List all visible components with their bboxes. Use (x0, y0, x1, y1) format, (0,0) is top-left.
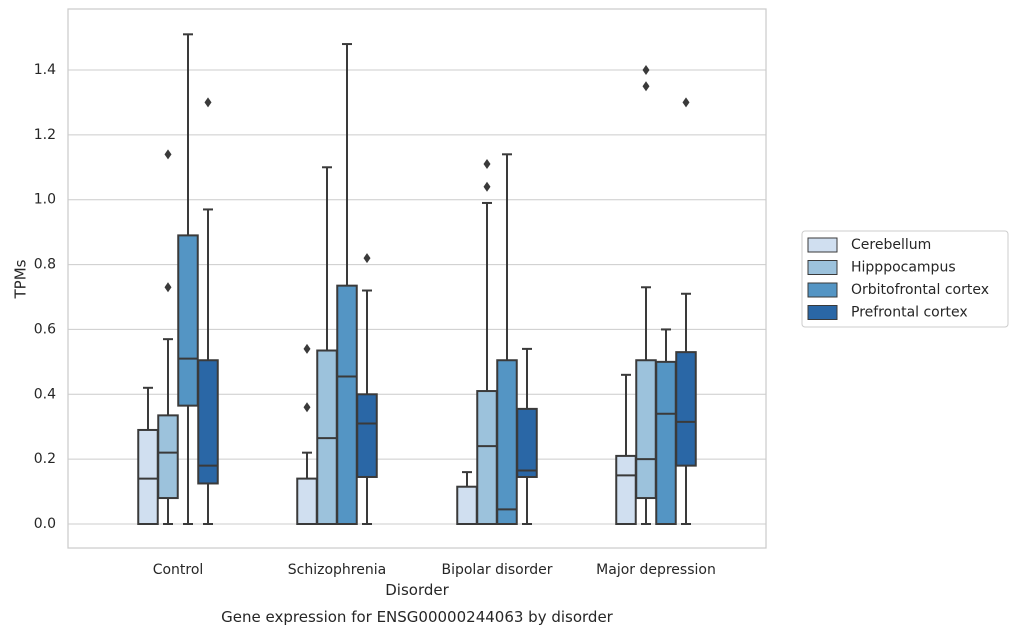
legend-label: Cerebellum (851, 237, 931, 253)
box (157, 149, 179, 525)
box-body (516, 407, 538, 478)
box (296, 343, 318, 526)
outlier-point (164, 282, 172, 293)
legend: Cerebellum Hipppocampus Orbitofrontal cort… (801, 230, 1009, 328)
x-axis-ticks: Control Schizophrenia Bipolar disorder Majo… (153, 562, 716, 578)
outlier-point (642, 81, 650, 92)
x-tick-label: Schizophrenia (288, 562, 386, 578)
series-1 (157, 65, 657, 525)
box (496, 153, 518, 525)
box-body (635, 359, 657, 500)
x-axis-label: Disorder (385, 581, 449, 599)
series-2 (177, 33, 677, 525)
legend-swatch (807, 260, 838, 275)
box (476, 159, 498, 525)
y-tick-label: 1.0 (34, 192, 56, 208)
outlier-point (303, 402, 311, 413)
y-tick-label: 0.8 (34, 257, 56, 273)
box-body (177, 234, 199, 407)
box (655, 328, 677, 525)
box-body (356, 393, 378, 478)
outlier-point (204, 97, 212, 108)
y-tick-label: 0.4 (34, 386, 56, 402)
outlier-point (164, 149, 172, 160)
outlier-point (363, 253, 371, 264)
box-series (137, 33, 697, 526)
plot-frame (67, 8, 767, 549)
legend-label: Orbitofrontal cortex (851, 282, 989, 298)
legend-swatch (807, 305, 838, 320)
outlier-point (303, 343, 311, 354)
y-tick-label: 0.0 (34, 516, 56, 532)
box-body (496, 359, 518, 525)
box-body (157, 414, 179, 500)
box (356, 253, 378, 525)
box (516, 347, 538, 525)
box-body (336, 284, 358, 525)
box (456, 471, 478, 526)
box (615, 373, 637, 525)
series-3 (197, 97, 697, 525)
y-axis-ticks: 0.0 0.2 0.4 0.6 0.8 1.0 1.2 1.4 (34, 62, 56, 532)
box-body (197, 359, 219, 485)
outlier-point (682, 97, 690, 108)
box (197, 97, 219, 525)
y-tick-label: 1.4 (34, 62, 56, 78)
box (137, 386, 159, 526)
legend-swatch (807, 282, 838, 298)
box-body (456, 485, 478, 526)
outlier-point (642, 65, 650, 75)
y-tick-label: 0.2 (34, 451, 56, 467)
outlier-point (483, 159, 491, 170)
legend-label: Prefrontal cortex (851, 305, 968, 321)
box-body (675, 351, 697, 467)
chart-caption: Gene expression for ENSG00000244063 by d… (221, 608, 614, 626)
box (635, 65, 657, 525)
outlier-point (483, 181, 491, 192)
x-tick-label: Major depression (596, 562, 716, 578)
x-tick-label: Control (153, 562, 204, 578)
box (336, 43, 358, 525)
legend-frame (801, 230, 1009, 328)
legend-label: Hipppocampus (851, 260, 956, 276)
box-body (476, 390, 498, 525)
box-body (296, 477, 318, 526)
box (316, 166, 338, 525)
y-tick-label: 1.2 (34, 127, 56, 143)
box-body (137, 428, 159, 526)
box-body (655, 360, 677, 525)
box (177, 33, 199, 525)
y-tick-label: 0.6 (34, 321, 56, 337)
box-body (615, 454, 637, 525)
x-tick-label: Bipolar disorder (441, 562, 552, 578)
legend-swatch (807, 237, 838, 253)
box (675, 97, 697, 525)
y-axis-label: TPMs (12, 259, 30, 299)
